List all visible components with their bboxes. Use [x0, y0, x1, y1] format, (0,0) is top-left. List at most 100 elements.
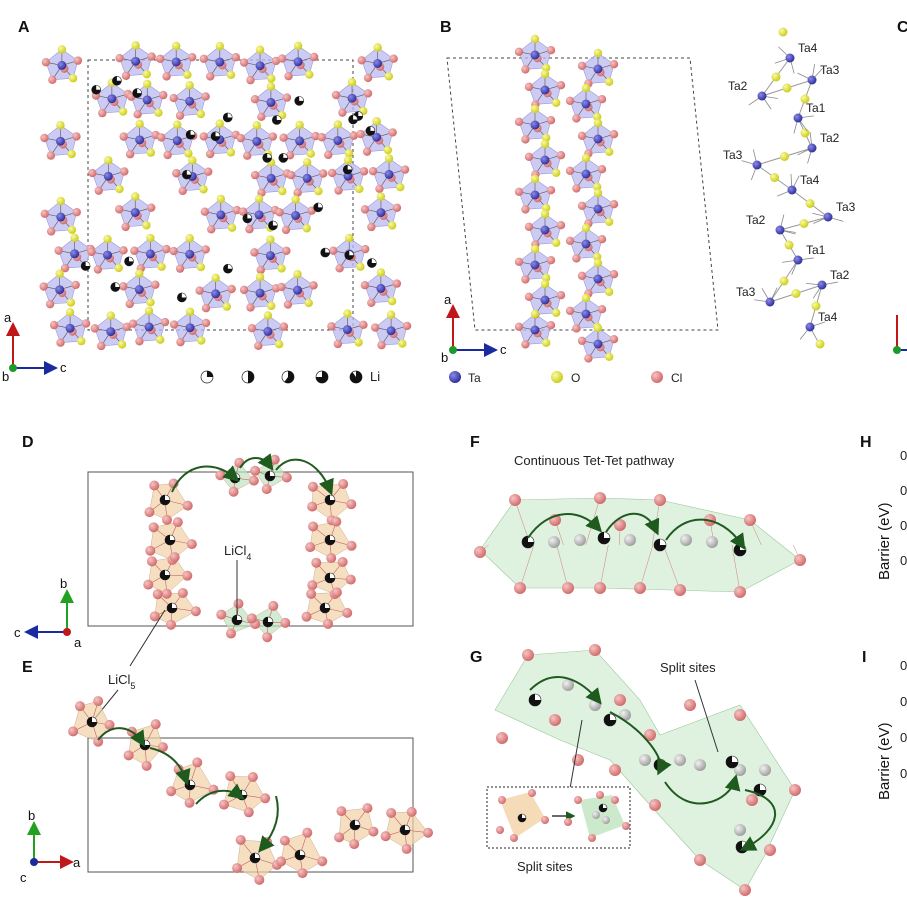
li-atom — [91, 84, 101, 95]
cl-atom — [596, 791, 604, 799]
cl-atom — [201, 245, 210, 254]
li-site — [184, 779, 196, 791]
cl-atom — [93, 736, 104, 747]
cl-atom — [734, 586, 746, 598]
cl-atom — [556, 291, 566, 300]
li-atom — [124, 256, 134, 267]
cl-atom — [254, 874, 265, 885]
cl-atom — [370, 323, 380, 332]
o-atom — [383, 145, 393, 155]
split-li-site — [624, 534, 636, 546]
cl-atom — [356, 129, 365, 139]
cl-atom — [133, 110, 142, 119]
li-atom — [177, 292, 187, 303]
cl-atom — [41, 58, 51, 67]
cl-atom — [145, 545, 156, 556]
ta-atom — [65, 323, 75, 333]
o-atom — [70, 233, 79, 242]
ta-site — [793, 113, 803, 123]
cl-atom — [577, 201, 587, 210]
o-atom — [227, 223, 237, 232]
ta-site-label: Ta4 — [818, 310, 838, 324]
cl-atom — [684, 699, 696, 711]
legend-cl-label: Cl — [671, 371, 682, 385]
legend-o-swatch — [551, 371, 563, 383]
ta-atom — [593, 274, 603, 284]
o-atom — [581, 223, 591, 233]
cl-atom — [744, 514, 756, 526]
ta-site — [775, 225, 785, 235]
cl-atom — [143, 579, 154, 590]
cl-atom — [246, 303, 255, 312]
ta-atom — [372, 132, 382, 142]
axes-triad-d: b c a — [14, 576, 82, 650]
o-atom — [552, 98, 561, 108]
axis-label-a-right: c — [60, 360, 67, 375]
li-atom — [342, 164, 353, 175]
o-atom — [605, 287, 614, 296]
ta-atom — [530, 325, 540, 335]
ta-atom — [540, 295, 550, 305]
ta-atom — [593, 204, 603, 214]
o-atom — [226, 148, 236, 157]
cl-atom — [250, 248, 259, 257]
cl-atom — [357, 56, 366, 65]
li-site-licl5 — [319, 602, 331, 614]
cl-atom — [572, 184, 581, 193]
ta-atom — [103, 171, 113, 181]
cl-atom — [577, 61, 587, 70]
cl-atom — [609, 764, 621, 776]
ta-atom — [265, 251, 275, 261]
cl-atom — [200, 207, 210, 216]
ta-site-label: Ta2 — [728, 79, 748, 93]
cl-atom — [162, 72, 171, 81]
cl-atom — [546, 116, 556, 125]
o-atom — [302, 224, 312, 233]
ta-site-label: Ta1 — [806, 243, 826, 257]
panel-h-tick-1: 0 — [900, 483, 907, 498]
hop-arrow-d1 — [171, 465, 240, 493]
panel-label-C: C — [897, 19, 907, 36]
cl-atom — [309, 52, 319, 62]
cl-atom — [649, 799, 661, 811]
o-atom — [778, 27, 788, 37]
cl-atom — [331, 90, 341, 100]
li-atom — [262, 153, 272, 163]
cl-atom — [572, 254, 581, 263]
o-atom — [131, 41, 140, 50]
li-atom — [110, 282, 121, 292]
cl-atom — [597, 305, 607, 314]
cl-atom — [406, 806, 417, 817]
cl-atom — [135, 337, 144, 346]
split-li-site — [674, 754, 686, 766]
cl-atom — [556, 151, 566, 160]
axis-label-d-left: c — [14, 625, 21, 640]
ta-site — [823, 212, 833, 222]
panel-label-B: B — [440, 19, 452, 36]
cl-atom — [546, 321, 556, 330]
cl-atom — [246, 75, 255, 85]
hop-arrow-g2 — [609, 711, 672, 776]
ta-atom — [185, 323, 195, 333]
cl-atom — [228, 486, 239, 497]
o-atom — [267, 74, 276, 83]
o-atom — [154, 108, 163, 117]
cl-atom — [474, 546, 486, 558]
panel-label-A: A — [18, 19, 30, 36]
ta-atom — [293, 57, 303, 67]
o-atom — [540, 209, 550, 219]
cl-atom — [609, 130, 619, 139]
o-atom — [252, 121, 262, 130]
cl-atom — [389, 54, 398, 63]
o-atom — [255, 272, 265, 282]
cl-atom — [201, 304, 211, 313]
cl-atom — [359, 320, 368, 329]
o-atom — [552, 238, 561, 247]
cl-atom — [644, 729, 656, 741]
split-li-site — [592, 811, 600, 819]
o-atom — [57, 45, 67, 54]
ta-atom — [266, 173, 276, 183]
cl-atom — [528, 789, 536, 797]
o-atom — [171, 41, 181, 51]
cl-atom — [71, 280, 80, 290]
